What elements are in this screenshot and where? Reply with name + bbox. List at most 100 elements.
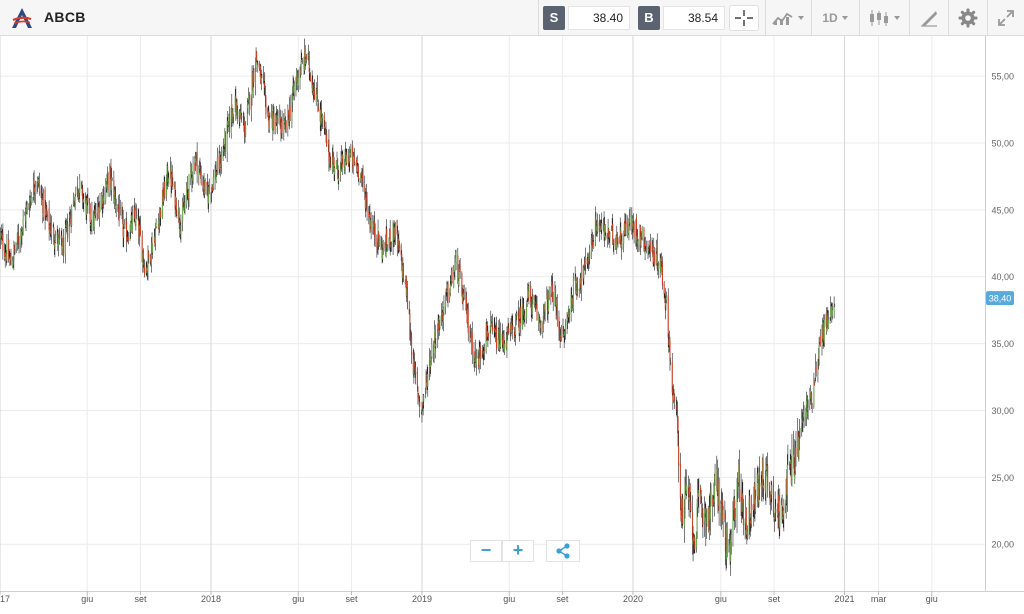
settings-button[interactable] (949, 0, 987, 36)
x-tick-label: 2021 (835, 594, 855, 604)
candle-body (426, 374, 428, 388)
candle-body (86, 200, 88, 215)
candle-body (293, 83, 295, 92)
candle-body (243, 121, 245, 123)
candle-body (463, 292, 465, 294)
candle-body (749, 495, 751, 519)
candle-body (97, 205, 99, 207)
sell-price[interactable]: 38.40 (568, 6, 630, 30)
candle-body (68, 221, 70, 242)
x-tick-label: set (345, 594, 358, 604)
candle-body (297, 72, 299, 83)
candle-body (275, 123, 277, 133)
candle-body (451, 270, 453, 284)
candle-body (67, 224, 69, 238)
candle-body (200, 172, 202, 176)
candle-body (487, 333, 490, 337)
candle-body (434, 332, 436, 348)
zoom-out-icon[interactable]: − (470, 540, 502, 562)
candle-body (616, 232, 618, 242)
candle-body (432, 345, 435, 352)
candle-body (337, 169, 339, 181)
candle-body (736, 481, 738, 519)
candle-body (754, 499, 757, 512)
candle-body (538, 315, 540, 323)
candle-body (516, 313, 518, 316)
candle-body (378, 240, 380, 247)
chart-type-button[interactable] (766, 0, 810, 36)
candle-body (238, 111, 240, 123)
candle-body (211, 184, 213, 188)
candle-body (718, 479, 720, 511)
candle-body (554, 288, 557, 305)
candle-body (388, 237, 390, 244)
candle-body (171, 172, 173, 187)
candle-body (336, 157, 338, 159)
candle-body (602, 222, 605, 224)
candle-body (441, 312, 443, 316)
share-icon (556, 543, 570, 559)
candle-body (629, 216, 631, 223)
candle-body (619, 237, 621, 243)
candle-body (133, 211, 135, 214)
candle-body (758, 472, 760, 503)
candle-body (604, 228, 606, 233)
candle-body (37, 178, 39, 185)
candle-body (423, 395, 425, 402)
zoom-in-icon[interactable]: + (502, 540, 534, 562)
buy-price[interactable]: 38.54 (663, 6, 725, 30)
candle-body (570, 294, 572, 315)
share-button[interactable] (546, 540, 580, 562)
candle-body (616, 235, 618, 249)
interval-button[interactable]: 1D (812, 0, 858, 36)
candle-body (548, 290, 550, 312)
candle-body (746, 532, 748, 534)
candle-body (373, 220, 375, 228)
candle-body (802, 414, 805, 417)
candle-body (571, 297, 573, 311)
candle-body (724, 513, 726, 520)
candle-body (54, 243, 56, 249)
candle-body (147, 251, 149, 271)
candle-body (615, 235, 617, 248)
candle-body (704, 508, 706, 514)
crosshair-button[interactable] (729, 5, 759, 31)
candle-body (261, 76, 263, 77)
candle-body (1, 235, 3, 239)
candle-body (730, 534, 732, 542)
candle-body (690, 501, 692, 512)
candle-body (524, 316, 526, 320)
candle-body (281, 118, 283, 131)
candle-body (332, 156, 335, 164)
candle-body (509, 322, 511, 333)
candle-body (80, 182, 83, 187)
candle-body (495, 329, 497, 332)
candle-body (441, 313, 443, 315)
candle-body (732, 509, 734, 535)
candle-body (551, 282, 553, 284)
candle-body (186, 187, 188, 205)
fullscreen-button[interactable] (988, 0, 1024, 36)
candle-body (167, 165, 169, 183)
candle-body (301, 59, 303, 62)
candle-body (406, 288, 408, 296)
sell-tag[interactable]: S (543, 6, 565, 30)
candle-body (439, 316, 441, 328)
candle-style-button[interactable] (860, 0, 908, 36)
x-tick-label: set (556, 594, 569, 604)
candle-body (117, 204, 119, 209)
candle-body (434, 329, 436, 342)
candle-body (341, 155, 343, 163)
price-chart[interactable]: 20,00 25,00 30,00 35,00 40,00 45,00 50,00 55,00… (0, 36, 1024, 614)
draw-button[interactable] (910, 0, 948, 36)
candle-body (733, 497, 735, 510)
candle-body (761, 458, 764, 487)
candle-body (780, 499, 783, 502)
candle-body (615, 237, 617, 243)
candle-body (4, 254, 6, 259)
candle-body (819, 337, 821, 343)
buy-tag[interactable]: B (638, 6, 660, 30)
candle-body (499, 344, 501, 350)
candle-body (156, 226, 158, 228)
candle-body (567, 316, 569, 321)
